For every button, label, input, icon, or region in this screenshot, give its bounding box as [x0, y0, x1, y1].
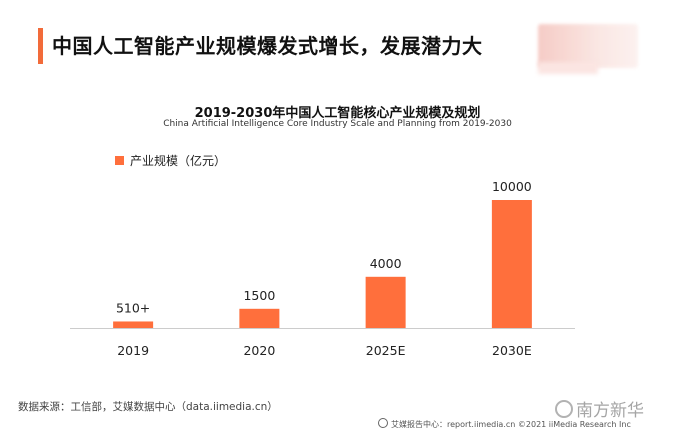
x-tick-label: 2025E [366, 343, 406, 358]
footer-credit-text: 艾媒报告中心：report.iimedia.cn ©2021 iiMedia R… [391, 420, 631, 429]
bar-2020 [239, 308, 280, 328]
watermark-text: 南方新华 [576, 401, 644, 421]
chart-title: 2019-2030年中国人工智能核心产业规模及规划 [194, 106, 481, 121]
bar-2030e [491, 200, 532, 328]
page-title: 中国人工智能产业规模爆发式增长，发展潜力大 [52, 34, 483, 58]
bar-value-label: 1500 [243, 288, 275, 303]
footer-credit: 艾媒报告中心：report.iimedia.cn ©2021 iiMedia R… [378, 418, 631, 430]
x-tick-label: 2019 [117, 343, 149, 358]
legend-swatch [115, 156, 124, 165]
bar-value-label: 510+ [116, 300, 150, 315]
x-tick-label: 2020 [243, 343, 275, 358]
blurred-logo [538, 24, 638, 68]
watermark-logo-icon [555, 400, 573, 418]
report-center-icon [378, 418, 388, 428]
bar-value-label: 4000 [370, 256, 402, 271]
legend-label: 产业规模（亿元） [130, 153, 226, 168]
bar-2025e [365, 276, 406, 328]
source-note: 数据来源：工信部，艾媒数据中心（data.iimedia.cn） [18, 401, 278, 413]
watermark: 南方新华 [555, 396, 644, 421]
x-tick-label: 2030E [492, 343, 532, 358]
bar-value-label: 10000 [492, 179, 532, 194]
title-accent-bar [38, 28, 43, 64]
bar-2019 [113, 321, 154, 328]
chart-subtitle: China Artificial Intelligence Core Indus… [163, 119, 512, 129]
blurred-logo-subtext [538, 62, 598, 74]
bars-group: 510+ 2019 1500 2020 4000 2025E 10000 2030E [113, 179, 532, 358]
